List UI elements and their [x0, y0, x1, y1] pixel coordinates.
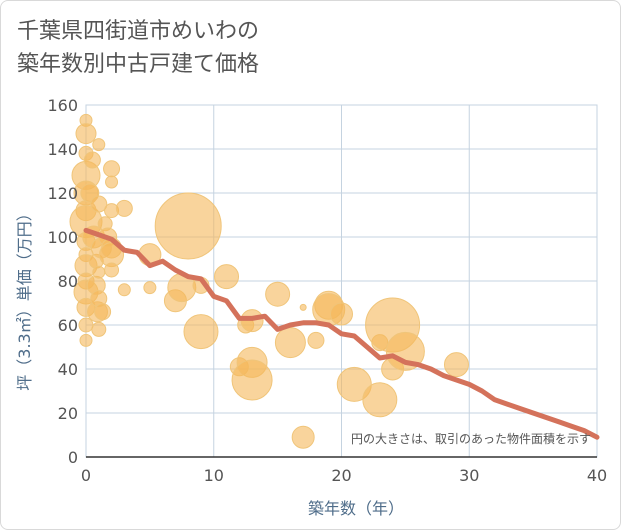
data-bubble — [274, 327, 306, 359]
data-bubble — [362, 382, 398, 418]
x-axis-label: 築年数（年） — [308, 499, 404, 518]
data-bubble — [143, 281, 157, 295]
bubbles — [69, 113, 469, 449]
y-tick-label: 80 — [58, 272, 78, 291]
data-bubble — [385, 331, 425, 371]
data-bubble — [78, 317, 94, 333]
data-bubble — [330, 302, 353, 326]
gridlines — [85, 104, 598, 458]
y-tick-label: 100 — [47, 228, 78, 247]
x-tick-label: 20 — [331, 466, 351, 485]
y-tick-label: 60 — [58, 316, 78, 335]
data-bubble — [265, 281, 291, 307]
data-bubble — [117, 283, 131, 297]
y-tick-label: 40 — [58, 360, 78, 379]
y-tick-label: 160 — [47, 96, 78, 115]
chart-title-line-2: 築年数別中古戸建て価格 — [17, 52, 260, 77]
x-tick-label: 40 — [587, 466, 607, 485]
data-bubble — [75, 123, 97, 145]
y-tick-label: 140 — [47, 140, 78, 159]
data-bubble — [291, 425, 315, 449]
data-bubble — [83, 151, 101, 169]
data-bubble — [92, 138, 106, 152]
y-tick-label: 120 — [47, 184, 78, 203]
data-bubble — [104, 262, 120, 278]
data-bubble — [105, 175, 119, 189]
tick-labels: 0 10 20 30 40 0 20 40 60 80 100 120 140 160 — [47, 96, 607, 485]
data-bubble — [103, 160, 121, 178]
data-bubble — [94, 303, 112, 321]
x-tick-label: 30 — [459, 466, 479, 485]
chart-title: 千葉県四街道市めいわの 築年数別中古戸建て価格 — [17, 15, 259, 81]
data-bubble — [231, 359, 273, 401]
data-bubble — [299, 303, 307, 311]
chart-title-line-1: 千葉県四街道市めいわの — [17, 19, 260, 44]
data-bubble — [307, 331, 325, 349]
data-bubble — [92, 265, 106, 279]
y-tick-label: 0 — [68, 448, 78, 467]
y-axis-label: 坪（3.3㎡）単価（万円） — [15, 205, 34, 390]
x-tick-label: 0 — [81, 466, 91, 485]
data-bubble — [214, 264, 240, 290]
data-bubble — [79, 333, 93, 347]
bubble-size-note: 円の大きさは、取引のあった物件面積を示す — [351, 431, 591, 446]
data-bubble — [183, 314, 219, 350]
data-bubble — [115, 199, 133, 217]
data-bubble — [154, 192, 222, 260]
data-bubble — [90, 195, 108, 213]
data-bubble — [336, 366, 372, 402]
trend-line — [83, 227, 600, 440]
trend-line-group — [83, 227, 600, 440]
y-tick-label: 20 — [58, 404, 78, 423]
data-bubble — [443, 352, 469, 378]
x-tick-label: 10 — [204, 466, 224, 485]
data-bubble — [91, 321, 107, 337]
